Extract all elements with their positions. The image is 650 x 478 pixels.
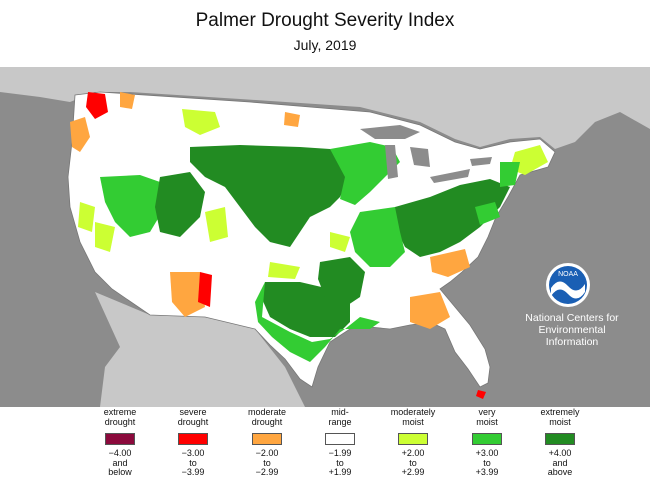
org-name: National Centers for Environmental Infor… — [516, 312, 628, 348]
region-extremely-moist-mississippi — [318, 257, 365, 307]
legend-swatch-moderate-drought — [252, 433, 282, 445]
region-extremely-moist-plains — [190, 145, 350, 247]
region-very-moist-new-york — [500, 162, 520, 187]
svg-text:NOAA: NOAA — [558, 271, 578, 278]
region-very-moist-upper-midwest — [330, 142, 400, 205]
map-title: Palmer Drought Severity Index — [195, 10, 455, 31]
noaa-logo-icon: NOAA — [546, 263, 590, 307]
lake-michigan — [385, 145, 398, 179]
region-moderately-moist-new-england — [510, 145, 548, 175]
region-severe-drought-washington — [86, 92, 108, 119]
legend-item-very-moist: very moist +3.00 to +3.99 — [447, 405, 527, 478]
region-severe-drought-florida-keys — [476, 390, 486, 399]
drought-map — [0, 67, 650, 407]
region-very-moist-texas — [255, 282, 380, 362]
region-moderate-drought-north-dakota — [284, 112, 300, 127]
legend-item-extremely-moist: extremely moist +4.00 and above — [540, 407, 580, 477]
legend-swatch-extremely-moist — [545, 433, 575, 445]
canada-land — [0, 67, 650, 149]
lake-huron — [410, 147, 430, 167]
region-moderately-moist-california — [78, 202, 95, 232]
legend-swatch-mid-range — [325, 433, 355, 445]
legend-swatch-very-moist — [472, 433, 502, 445]
region-moderate-drought-idaho — [120, 92, 135, 109]
region-extremely-moist-ohio — [395, 179, 510, 257]
org-line-2: Environmental — [538, 324, 606, 336]
lake-erie — [430, 169, 470, 183]
region-moderately-moist-kansas — [268, 262, 300, 279]
legend-swatch-severe-drought — [178, 433, 208, 445]
legend-swatch-moderately-moist — [398, 433, 428, 445]
mexico-land — [95, 292, 305, 407]
region-moderately-moist-nevada — [95, 222, 115, 252]
region-very-moist-great-basin — [100, 175, 165, 237]
legend-item-moderately-moist: moderately moist +2.00 to +2.99 — [390, 407, 436, 477]
map-subtitle: July, 2019 — [293, 37, 357, 53]
region-moderate-drought-arizona — [170, 272, 205, 317]
lake-superior — [360, 125, 420, 139]
region-moderate-drought-carolinas — [430, 249, 470, 277]
region-moderate-drought-oregon — [70, 117, 90, 152]
region-moderately-moist-colorado — [205, 207, 228, 242]
legend-item-moderate-drought: moderate drought −2.00 to −2.99 — [247, 407, 287, 477]
legend-item-extreme-drought: extreme drought −4.00 and below — [103, 407, 137, 477]
legend-swatch-extreme-drought — [105, 433, 135, 445]
legend-item-mid-range: mid-range −1.99 to +1.99 — [300, 405, 380, 478]
noaa-logo: NOAA — [545, 262, 591, 308]
region-very-moist-midsouth — [350, 207, 405, 267]
region-moderately-moist-missouri — [330, 232, 350, 252]
region-very-moist-virginia — [475, 202, 500, 225]
legend: extreme drought −4.00 and below severe droug… — [80, 405, 640, 478]
org-line-3: Information — [545, 336, 599, 348]
region-moderate-drought-georgia — [410, 292, 450, 329]
legend-item-severe-drought: severe drought −3.00 to −3.99 — [177, 407, 209, 477]
region-extremely-moist-utah — [155, 172, 205, 237]
org-line-1: National Centers for — [525, 312, 619, 324]
us-map-svg — [0, 67, 650, 407]
region-severe-drought-new-mexico — [198, 272, 212, 307]
lake-ontario — [470, 157, 492, 166]
region-moderately-moist-montana — [182, 109, 220, 135]
